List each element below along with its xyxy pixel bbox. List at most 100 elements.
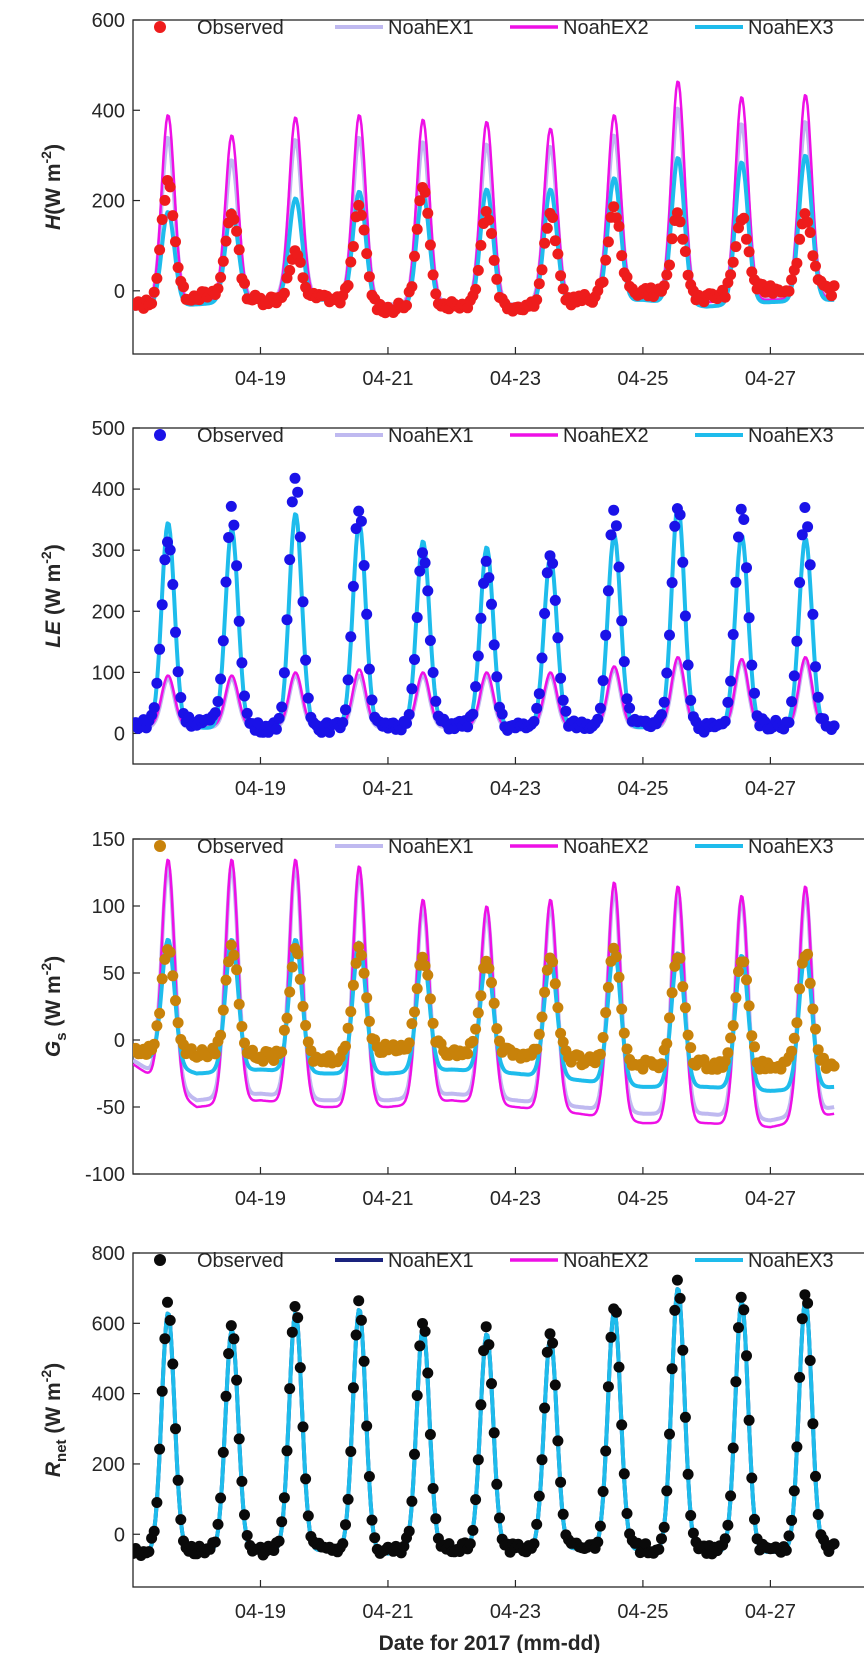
observed-point [228, 949, 240, 961]
observed-point [467, 708, 479, 720]
observed-point [812, 1044, 824, 1056]
observed-point [658, 696, 670, 708]
observed-point [746, 1472, 758, 1484]
observed-point [300, 1473, 312, 1485]
observed-point [294, 973, 306, 985]
observed-point [685, 694, 697, 706]
observed-point [347, 241, 359, 252]
observed-point [363, 1015, 375, 1027]
observed-point [786, 1514, 798, 1526]
observed-point [669, 520, 681, 532]
observed-point [409, 654, 420, 665]
observed-point [241, 1530, 253, 1541]
observed-point [624, 702, 636, 714]
observed-point [411, 983, 423, 995]
observed-point [361, 1420, 373, 1432]
y-tick-label: 200 [92, 191, 125, 213]
y-tick-label: 400 [92, 479, 125, 501]
y-tick-label: 200 [92, 1454, 125, 1476]
y-tick-label: 400 [92, 100, 125, 122]
observed-point [594, 702, 606, 714]
observed-point [278, 1024, 290, 1036]
observed-point [531, 1043, 543, 1055]
observed-point [294, 256, 306, 268]
observed-point [148, 286, 160, 298]
observed-point [685, 1042, 697, 1054]
observed-point [239, 1509, 250, 1521]
y-tick-label: 300 [92, 540, 125, 562]
observed-point [539, 1402, 551, 1414]
observed-point [491, 1023, 503, 1035]
observed-point [175, 692, 187, 703]
observed-point [164, 181, 176, 193]
observed-point [788, 1032, 800, 1044]
observed-point [302, 1036, 314, 1048]
observed-point [406, 683, 418, 695]
observed-point [796, 529, 808, 541]
observed-point [228, 519, 240, 531]
observed-point [671, 207, 683, 219]
observed-point [592, 713, 604, 725]
x-tick-label: 04-25 [617, 368, 668, 390]
observed-point [810, 661, 821, 673]
observed-point [340, 1519, 351, 1531]
observed-point [794, 577, 806, 588]
observed-point [483, 572, 495, 584]
observed-point [549, 594, 561, 606]
legend-label: NoahEX3 [748, 17, 834, 39]
observed-point [788, 670, 800, 682]
legend-label: Observed [197, 425, 284, 447]
observed-point [496, 708, 508, 720]
observed-point [661, 1485, 673, 1497]
legend-label: NoahEX2 [563, 1250, 649, 1272]
observed-point [552, 632, 564, 644]
observed-point [783, 717, 795, 728]
observed-point [430, 1513, 442, 1525]
observed-point [223, 532, 235, 543]
observed-point [366, 1514, 378, 1526]
observed-point [597, 276, 609, 288]
legend-label: NoahEX2 [563, 425, 649, 447]
observed-point [154, 244, 166, 256]
observed-point [366, 694, 378, 706]
observed-point [610, 212, 622, 224]
observed-point [618, 1468, 630, 1480]
observed-point [799, 208, 811, 220]
observed-point [167, 579, 179, 590]
observed-point [828, 1538, 840, 1550]
observed-point [632, 1537, 644, 1549]
observed-point [480, 206, 492, 217]
observed-point [239, 277, 250, 289]
observed-point [664, 1012, 675, 1024]
observed-point [791, 1441, 803, 1453]
observed-point [233, 1433, 245, 1445]
observed-point [656, 1058, 667, 1070]
observed-point [164, 946, 176, 958]
observed-point [151, 1020, 163, 1032]
observed-point [286, 496, 298, 508]
y-tick-label: 600 [92, 10, 125, 32]
observed-point [661, 269, 673, 281]
legend: Observed NoahEX1 NoahEX2 NoahEX3 [154, 836, 834, 858]
observed-point [475, 1399, 487, 1411]
observed-point [154, 643, 166, 655]
x-tick-label: 04-19 [235, 1188, 286, 1210]
observed-point [549, 1379, 561, 1391]
observed-point [780, 1544, 792, 1556]
observed-point [363, 271, 375, 283]
y-tick-label: -100 [85, 1164, 125, 1186]
observed-point [342, 1022, 354, 1034]
observed-point [342, 674, 354, 686]
observed-point [225, 1320, 237, 1332]
y-tick-label: 0 [114, 1524, 125, 1546]
observed-point [679, 246, 691, 257]
legend-marker-observed [154, 840, 166, 852]
legend: Observed NoahEX1 NoahEX2 NoahEX3 [154, 1250, 834, 1272]
observed-point [802, 948, 814, 960]
observed-point [488, 639, 500, 651]
observed-point [347, 580, 359, 592]
observed-point [369, 1532, 381, 1544]
x-tick-label: 04-19 [235, 368, 286, 390]
observed-point [613, 971, 625, 983]
legend-label: Observed [197, 17, 284, 39]
